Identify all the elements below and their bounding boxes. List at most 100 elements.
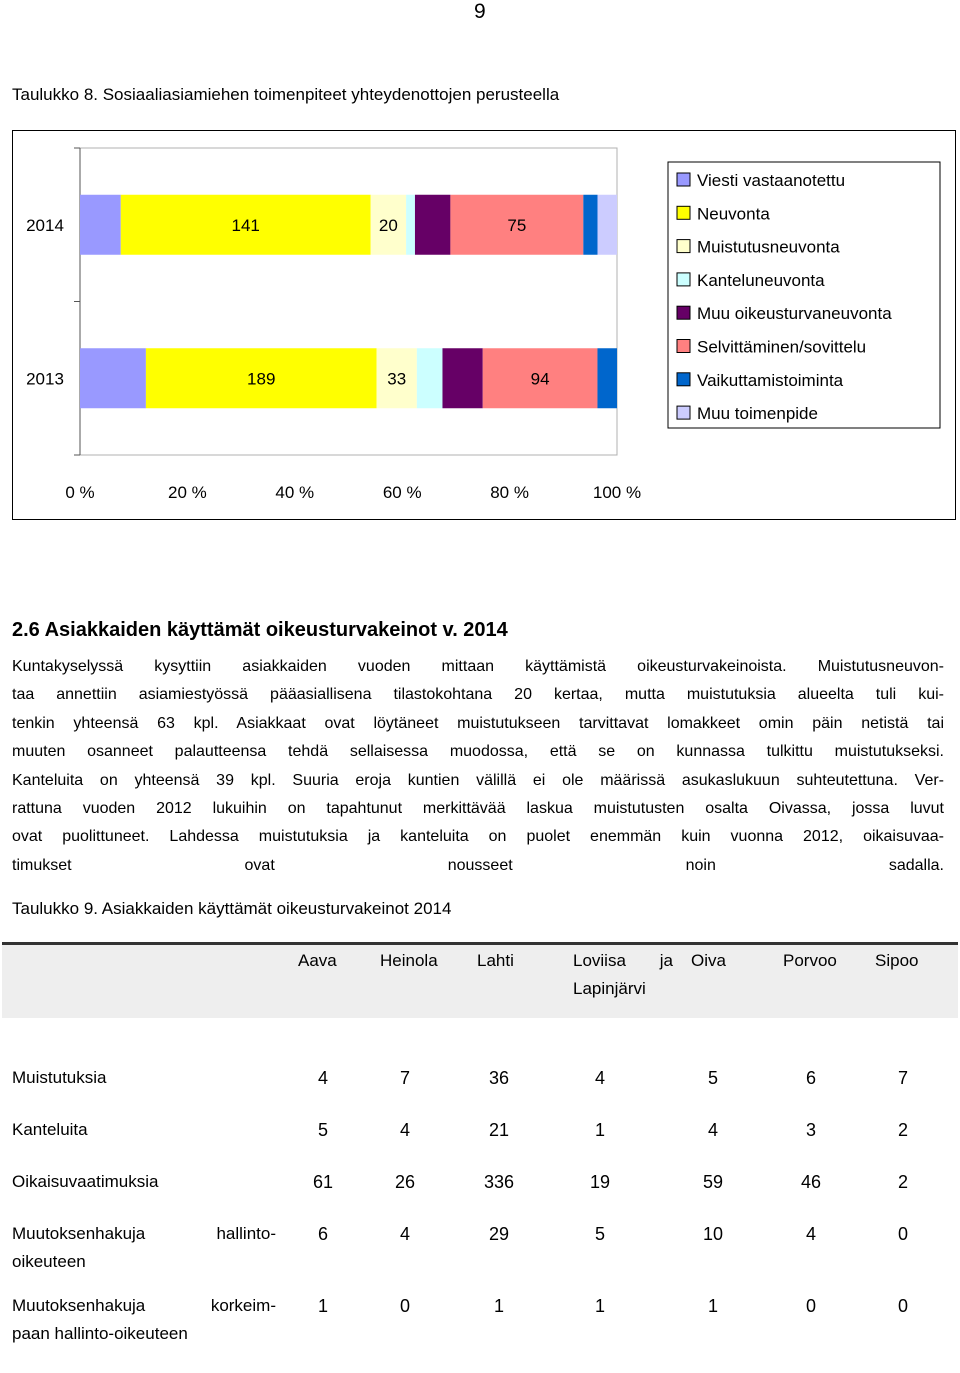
bar-segment <box>80 194 121 255</box>
bar-segment <box>376 348 417 409</box>
bar-segment <box>442 348 483 409</box>
row-label: Kanteluita <box>12 1120 88 1139</box>
column-header: Aava <box>298 951 337 970</box>
legend-swatch <box>676 272 691 287</box>
cell-value: 0 <box>897 1224 908 1244</box>
data-label: 94 <box>531 369 550 388</box>
bar-segment <box>120 194 371 255</box>
row-label: Muutoksenhakuja korkeim- <box>12 1296 276 1315</box>
legend-label: Neuvonta <box>697 204 770 223</box>
paragraph-line: ovat puolittuneet. Lahdessa muistutuksia… <box>12 828 944 846</box>
table-header-band <box>2 942 958 1018</box>
cell-value: 2 <box>897 1172 908 1192</box>
legend-swatch <box>676 205 691 220</box>
cell-value: 61 <box>312 1172 334 1192</box>
legend-box <box>667 161 941 429</box>
cell-value: 5 <box>317 1120 328 1140</box>
cell-value: 7 <box>897 1068 908 1088</box>
data-label: 75 <box>507 216 526 235</box>
column-header: Porvoo <box>783 951 837 970</box>
category-label: 2014 <box>26 216 64 235</box>
column-header: Oiva <box>691 951 726 970</box>
legend-label: Vaikuttamistoiminta <box>697 371 844 390</box>
data-label: 189 <box>247 369 275 388</box>
paragraph-line: tenkin yhteensä 63 kpl. Asiakkaat ovat l… <box>12 714 944 732</box>
legend-label: Muistutusneuvonta <box>697 238 840 257</box>
cell-value: 21 <box>488 1120 510 1140</box>
legend-swatch <box>676 305 691 320</box>
category-label: 2013 <box>26 369 64 388</box>
x-tick-label: 80 % <box>490 483 529 502</box>
column-header: Loviisa ja Lapinjärvi <box>573 951 673 998</box>
page-number: 9 <box>474 0 486 23</box>
cell-value: 336 <box>483 1172 515 1192</box>
row-label: oikeuteen <box>12 1252 86 1271</box>
cell-value: 6 <box>317 1224 328 1244</box>
paragraph-line: rattuna vuoden 2012 lukuihin on tapahtun… <box>12 800 944 817</box>
cell-value: 3 <box>805 1120 816 1140</box>
legend-label: Muu oikeusturvaneuvonta <box>697 304 892 323</box>
cell-value: 36 <box>488 1068 510 1088</box>
table-caption: Taulukko 9. Asiakkaiden käyttämät oikeus… <box>12 899 452 918</box>
cell-value: 4 <box>707 1120 718 1140</box>
column-header: Heinola <box>380 951 438 970</box>
x-tick-label: 40 % <box>275 483 314 502</box>
bar-segment <box>482 348 598 409</box>
x-tick-label: 100 % <box>593 483 641 502</box>
bar-segment <box>80 348 146 409</box>
bar-segment <box>145 348 377 409</box>
cell-value: 4 <box>594 1068 605 1088</box>
legend-label: Viesti vastaanotettu <box>697 171 845 190</box>
legend-label: Selvittäminen/sovittelu <box>697 338 866 357</box>
x-tick-label: 0 % <box>65 483 94 502</box>
legend-swatch <box>676 239 691 254</box>
data-label: 33 <box>387 369 406 388</box>
cell-value: 1 <box>317 1296 328 1316</box>
paragraph-line: taa annettiin asiamiestyössä pääasiallis… <box>12 686 944 704</box>
bar-segment <box>597 348 617 409</box>
bar-segment <box>406 194 415 255</box>
paragraph-line: muuten osanneet palautteensa tehdä sella… <box>12 743 944 761</box>
cell-value: 59 <box>702 1172 724 1192</box>
bar-segment <box>583 194 598 255</box>
cell-value: 0 <box>897 1296 908 1316</box>
legend-swatch <box>676 405 691 420</box>
bar-segment <box>416 348 443 409</box>
row-label: paan hallinto-oikeuteen <box>12 1324 188 1343</box>
cell-value: 5 <box>594 1224 605 1244</box>
bar-segment <box>597 194 617 255</box>
cell-value: 10 <box>702 1224 724 1244</box>
cell-value: 26 <box>394 1172 416 1192</box>
cell-value: 1 <box>493 1296 504 1316</box>
column-header: Lahti <box>477 951 514 970</box>
cell-value: 4 <box>805 1224 816 1244</box>
cell-value: 0 <box>805 1296 816 1316</box>
cell-value: 1 <box>707 1296 718 1316</box>
paragraph-line: timukset ovat nousseet noin sadalla. <box>12 856 944 874</box>
column-header: Sipoo <box>875 951 919 970</box>
chart: 0 % 20 % 40 % 60 % 80 % 100 % 2014 141 20 75 2013 1… <box>12 130 956 520</box>
cell-value: 2 <box>897 1120 908 1140</box>
cell-value: 0 <box>399 1296 410 1316</box>
bar-segment <box>450 194 584 255</box>
cell-value: 6 <box>805 1068 816 1088</box>
row-label: Muistutuksia <box>12 1068 107 1087</box>
legend-label: Kanteluneuvonta <box>697 271 825 290</box>
legend-swatch <box>676 372 691 387</box>
paragraph-line: Kuntakyselyssä kysyttiin asiakkaiden vuo… <box>12 658 944 675</box>
paragraph-line: Kanteluita on yhteensä 39 kpl. Suuria er… <box>12 771 944 789</box>
cell-value: 5 <box>707 1068 718 1088</box>
cell-value: 4 <box>399 1224 410 1244</box>
cell-value: 1 <box>594 1120 605 1140</box>
cell-value: 4 <box>317 1068 328 1088</box>
chart-caption: Taulukko 8. Sosiaaliasiamiehen toimenpit… <box>12 85 560 104</box>
cell-value: 29 <box>488 1224 510 1244</box>
row-label: Muutoksenhakuja hallinto- <box>12 1224 276 1243</box>
cell-value: 1 <box>594 1296 605 1316</box>
cell-value: 7 <box>399 1068 410 1088</box>
bar-segment <box>414 194 451 255</box>
x-tick-label: 20 % <box>168 483 207 502</box>
legend-swatch <box>676 339 691 353</box>
x-tick-label: 60 % <box>383 483 422 502</box>
